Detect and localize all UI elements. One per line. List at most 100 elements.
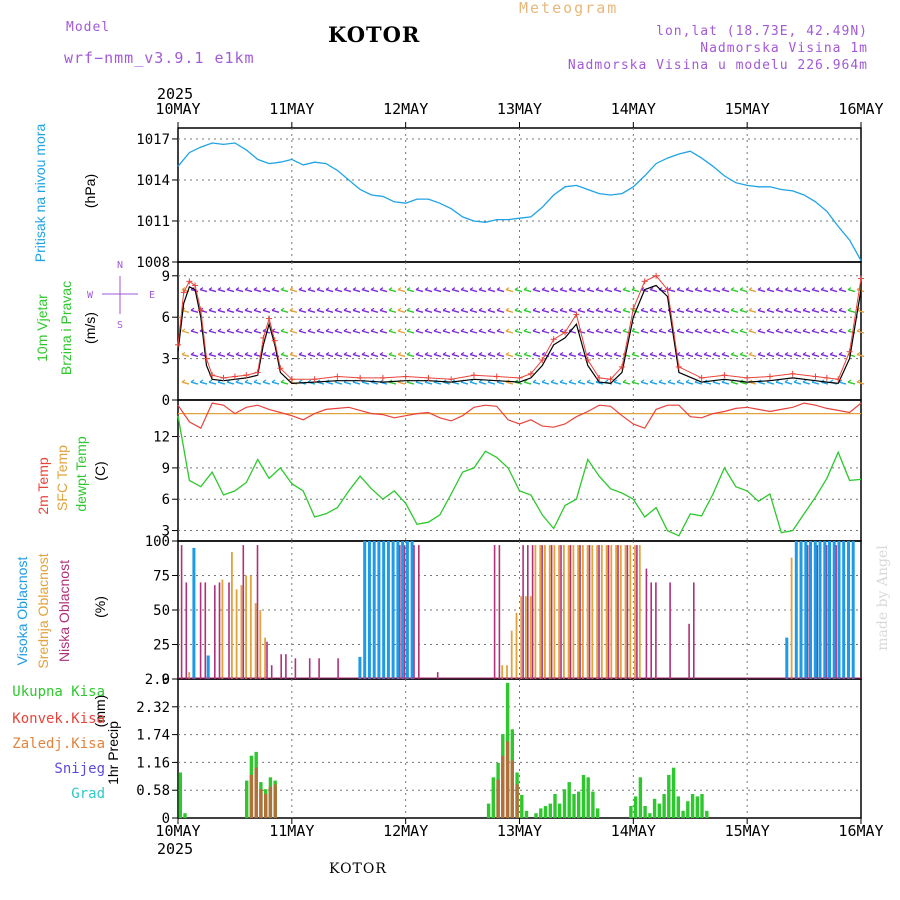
mid-cloud-bar [600,545,603,679]
wind-arrow [442,288,451,293]
wind-arrow [613,330,622,334]
wind-arrow [577,330,586,334]
wind-arrow [415,309,424,313]
wind-arrow [667,381,676,385]
xtick-label-bottom: 15MAY [725,822,770,840]
ytick-label: 0.58 [136,783,170,799]
wind-arrow [487,381,496,385]
wind-arrow [703,353,712,358]
wind-arrow [307,330,316,334]
total-precip-bar [643,806,647,818]
total-precip-bar [676,796,680,818]
wind-arrow [199,288,208,293]
wind-arrows [181,287,861,383]
wind-arrow [451,309,460,313]
low-cloud-bar [617,545,619,679]
wind-arrow [784,381,793,385]
wind-arrow [766,353,775,358]
wind-arrow [649,381,658,385]
mid-cloud-bar [586,545,589,679]
wind-arrow [289,330,298,334]
wind-arrow [307,353,316,358]
wind-arrow [820,381,829,385]
wind-arrow [316,309,325,313]
wind-arrow [766,309,775,313]
wind-arrow [460,353,469,358]
high-cloud-bar [405,541,409,679]
wind-arrow [325,353,334,358]
high-cloud-bar [804,541,808,679]
wind-arrow [802,309,811,313]
wind-arrow [388,381,397,385]
wind-arrow [694,353,703,358]
high-cloud-bar [837,541,841,679]
wind-arrow [577,381,586,385]
conv-precip-bar [273,784,277,818]
wind-arrow [478,353,487,358]
mid-cloud-bar [563,545,565,679]
mid-cloud-bar [638,545,641,679]
total-precip-bar [681,810,685,818]
mid-cloud-bar [235,589,238,679]
wind-arrow [325,288,334,293]
year-label-top: 2025 [157,85,193,103]
wind-arrow [766,381,775,385]
wind-arrow [469,353,478,358]
wind-arrow [208,330,217,334]
wind-arrow [487,353,496,358]
total-precip-bar [572,794,576,818]
wind-arrow [559,288,568,293]
wind-arrow [847,353,856,358]
mid-cloud-bar [544,545,546,679]
wind-arrow [631,288,640,293]
wind-arrow [712,309,721,313]
wind-arrow [235,288,244,293]
xtick-label-bottom: 12MAY [383,822,428,840]
wind-arrow [199,381,208,385]
wind-arrow [775,353,784,358]
ytick-label: 0 [162,393,170,409]
total-precip-bar [662,794,666,818]
mid-cloud-bar [582,545,584,679]
total-precip-bar [596,808,600,818]
wind-arrow [784,353,793,358]
wind-arrow [811,353,820,358]
xtick-label-bottom: 14MAY [611,822,656,840]
wind-arrow [235,309,244,313]
wind-arrow [208,309,217,313]
low-cloud-bar [835,545,837,679]
wind-arrow [514,288,523,293]
wind-arrow [379,330,388,334]
wind-arrow [271,381,280,385]
total-precip-bar [686,801,690,818]
low-cloud-bar [688,623,690,679]
wind-arrow [289,353,298,358]
low-cloud-bar [337,658,339,679]
wind-arrow [577,288,586,293]
total-precip-bar [690,794,695,818]
wind-arrow [181,381,190,385]
wind-arrow [298,353,307,358]
ytick-label: 0 [162,811,170,827]
wind-arrow [640,353,649,358]
mid-cloud-bar [240,585,243,679]
wind-arrow [343,353,352,358]
mid-cloud-bar [520,596,523,679]
wind-arrow [424,330,433,334]
wind-arrow [739,353,748,358]
wind-arrow [532,381,541,385]
mid-cloud-bar [553,545,556,679]
ytick-label: 9 [162,461,170,477]
wind-arrow [217,309,226,313]
wind-arrow [388,330,397,334]
model-label: Model [66,20,111,35]
wind-arrow [325,309,334,313]
wind-arrow [847,288,856,293]
wind-arrow [631,353,640,358]
total-precip-bar [581,774,586,818]
wind-arrow [469,309,478,313]
wind-arrow [541,288,550,293]
wind-arrow [703,330,712,334]
model-name: wrf−nmm_v3.9.1 e1km [64,49,255,67]
wind-arrow [739,330,748,334]
